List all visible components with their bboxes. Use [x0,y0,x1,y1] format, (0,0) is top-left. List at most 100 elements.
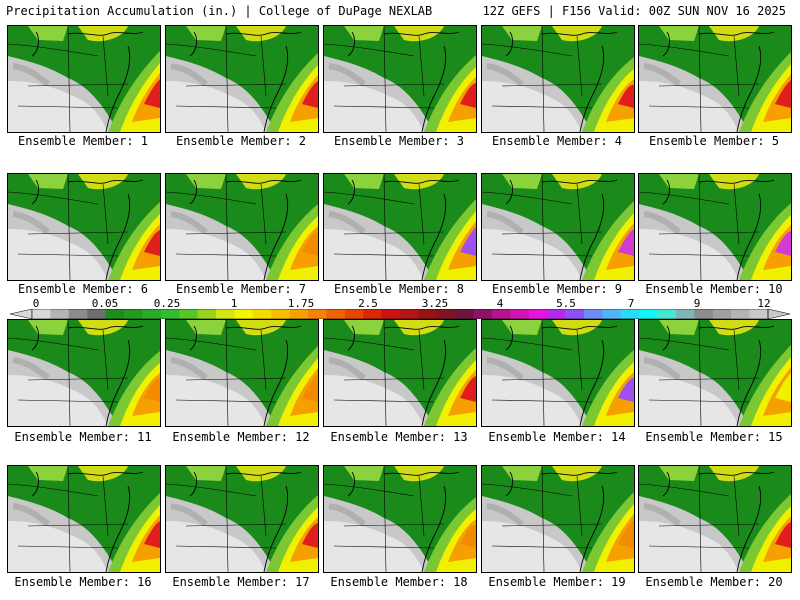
ensemble-member-label: Ensemble Member: 6 [17,282,149,296]
ensemble-map-panel [7,25,161,133]
colorbar-min-arrow [10,309,33,319]
colorbar-tick-label: 5.5 [556,297,576,310]
ensemble-member-label: Ensemble Member: 4 [491,134,623,148]
ensemble-map-panel [165,25,319,133]
ensemble-map-panel [323,173,477,281]
ensemble-member-label: Ensemble Member: 15 [645,430,783,444]
ensemble-map-panel [7,173,161,281]
colorbar-tick-label: 1.75 [287,297,315,310]
colorbar-swatch [418,309,438,319]
precip-map [639,174,791,280]
colorbar-tick-label: 1 [230,297,238,310]
ensemble-member-label: Ensemble Member: 20 [645,575,783,589]
colorbar-swatch [197,309,217,319]
ensemble-member-label: Ensemble Member: 13 [330,430,468,444]
precip-map [639,26,791,132]
colorbar-swatch [400,309,419,319]
colorbar-swatch [32,309,51,319]
ensemble-member-label: Ensemble Member: 18 [330,575,468,589]
colorbar-tick-label: 0.25 [153,297,181,310]
ensemble-member-label: Ensemble Member: 2 [175,134,307,148]
colorbar-swatch [510,309,530,319]
ensemble-map-panel [638,465,792,573]
colorbar-swatch [492,309,511,319]
colorbar-max-arrow [767,309,790,319]
precip-map [639,466,791,572]
ensemble-member-label: Ensemble Member: 14 [488,430,626,444]
ensemble-member-label: Ensemble Member: 3 [333,134,465,148]
colorbar-swatch [308,309,327,319]
precip-map [166,466,318,572]
colorbar-swatch [547,309,566,319]
ensemble-member-label: Ensemble Member: 11 [14,430,152,444]
colorbar-swatch [289,309,309,319]
colorbar-swatch [124,309,143,319]
colorbar-swatch [179,309,198,319]
colorbar-tick-label: 9 [693,297,701,310]
colorbar-swatch [473,309,493,319]
precip-map [8,26,160,132]
precip-map [482,466,634,572]
colorbar-swatch [676,309,695,319]
colorbar-tick-label: 0 [32,297,40,310]
ensemble-map-panel [323,465,477,573]
ensemble-map-panel [481,465,635,573]
colorbar-tick-label: 12 [757,297,771,310]
ensemble-map-panel [638,25,792,133]
precip-map [8,466,160,572]
ensemble-member-label: Ensemble Member: 7 [175,282,307,296]
colorbar-swatch [749,309,769,319]
precip-map [8,174,160,280]
colorbar-tick-label: 3.25 [421,297,449,310]
ensemble-map-panel [165,173,319,281]
colorbar-swatch [528,309,548,319]
ensemble-map-panel [323,25,477,133]
colorbar-tick-label: 0.05 [91,297,119,310]
colorbar-swatch [87,309,106,319]
precip-map [324,26,476,132]
colorbar-swatch [602,309,622,319]
ensemble-map-panel [481,173,635,281]
ensemble-member-label: Ensemble Member: 17 [172,575,310,589]
colorbar-swatch [565,309,585,319]
ensemble-map-panel [7,319,161,427]
colorbar-swatch [639,309,658,319]
ensemble-map-panel [638,173,792,281]
precip-map [324,320,476,426]
ensemble-member-label: Ensemble Member: 8 [333,282,465,296]
map-title: Precipitation Accumulation (in.) | Colle… [6,4,433,18]
colorbar-swatch [712,309,732,319]
colorbar-swatch [344,309,364,319]
ensemble-member-label: Ensemble Member: 5 [648,134,780,148]
colorbar-tick-label: 7 [627,297,635,310]
colorbar-swatch [381,309,401,319]
colorbar-swatch [142,309,162,319]
colorbar-swatch [584,309,603,319]
ensemble-member-label: Ensemble Member: 10 [645,282,783,296]
colorbar-swatch [731,309,750,319]
colorbar-swatch [50,309,70,319]
colorbar-swatch [271,309,290,319]
colorbar-swatch [160,309,180,319]
colorbar-swatch [105,309,125,319]
precip-map [166,174,318,280]
precip-map [166,26,318,132]
precip-colorbar [10,309,790,319]
colorbar-swatch [620,309,640,319]
colorbar-swatch [252,309,272,319]
colorbar-tick-label: 4 [496,297,504,310]
ensemble-member-label: Ensemble Member: 12 [172,430,310,444]
colorbar-swatch [455,309,474,319]
colorbar-swatch [216,309,235,319]
colorbar-swatch [694,309,714,319]
precip-map [324,466,476,572]
ensemble-member-label: Ensemble Member: 19 [488,575,626,589]
colorbar-swatch [234,309,254,319]
ensemble-member-label: Ensemble Member: 16 [14,575,152,589]
ensemble-map-panel [7,465,161,573]
colorbar-swatch [363,309,382,319]
colorbar-swatch [657,309,677,319]
precip-map [166,320,318,426]
precip-map [639,320,791,426]
precip-map [482,174,634,280]
